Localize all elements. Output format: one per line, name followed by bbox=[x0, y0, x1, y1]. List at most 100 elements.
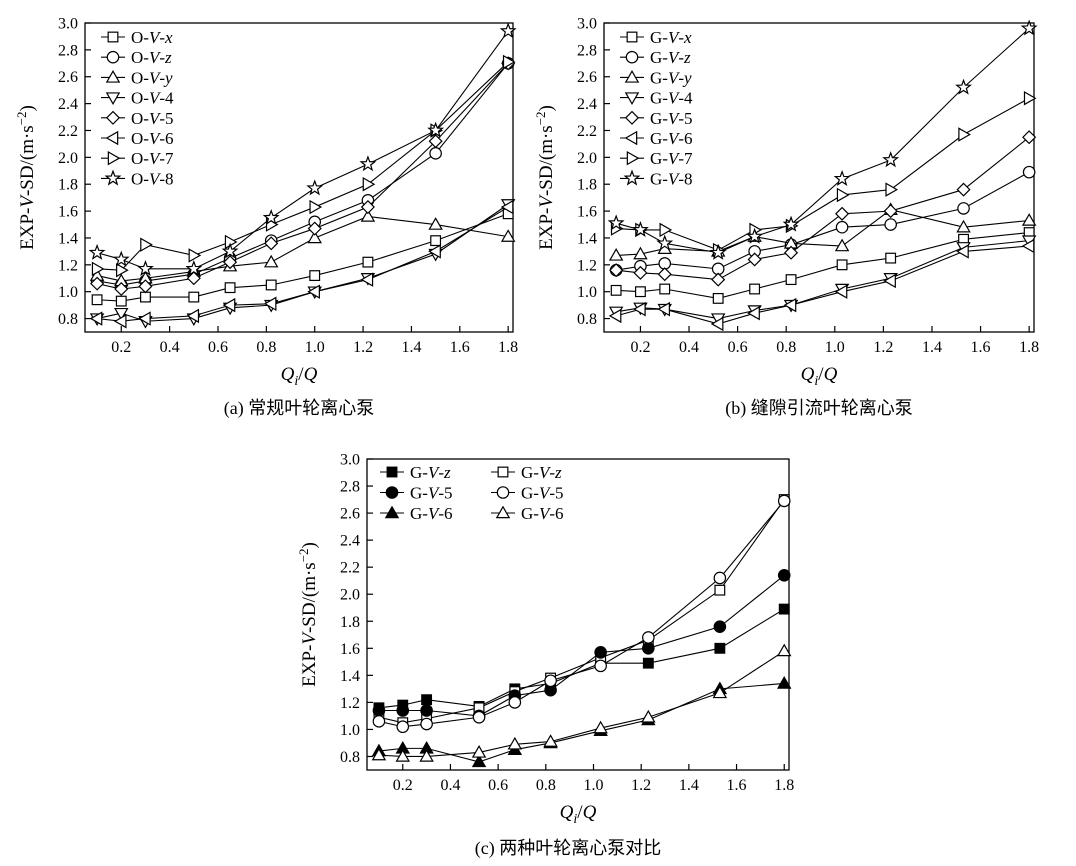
legend-marker bbox=[625, 50, 639, 64]
y-tick-label: 1.0 bbox=[58, 284, 78, 301]
data-point-marker bbox=[371, 747, 387, 761]
data-point-marker bbox=[883, 204, 898, 219]
x-tick-label: 1.6 bbox=[971, 339, 991, 356]
data-point-marker bbox=[956, 219, 971, 233]
data-point-marker bbox=[633, 246, 648, 260]
x-tick-label: 0.2 bbox=[111, 339, 131, 356]
y-tick-label: 2.8 bbox=[340, 479, 360, 496]
x-tick-label: 1.8 bbox=[498, 339, 518, 356]
y-tick-label: 1.4 bbox=[340, 668, 360, 685]
data-point-marker bbox=[834, 238, 850, 252]
data-point-marker bbox=[607, 214, 625, 231]
legend-label: G-V-z bbox=[521, 463, 562, 482]
data-point-marker bbox=[641, 709, 656, 723]
series-o-v-6 bbox=[89, 199, 514, 329]
series-g-v-5-filled bbox=[372, 568, 791, 723]
data-point-marker bbox=[712, 292, 724, 304]
series-o-v-4 bbox=[89, 199, 516, 329]
legend-label-prefix: O- bbox=[131, 129, 149, 148]
legend-marker bbox=[106, 50, 120, 64]
series-line bbox=[97, 213, 509, 302]
series-o-v-5 bbox=[90, 56, 516, 297]
series-o-v-7 bbox=[91, 54, 516, 278]
data-point-marker bbox=[508, 696, 522, 709]
data-point-marker bbox=[88, 243, 106, 260]
data-point-marker bbox=[428, 244, 441, 259]
legend-label-prefix: O- bbox=[131, 28, 149, 47]
chart-panel-a: 0.2 0.4 0.6 0.8 1.0 1.2 1.4 1.6 1.8 0.8 1.0 1.2 1.4 1… bbox=[14, 16, 518, 420]
legend-label: G-V-z bbox=[410, 463, 451, 482]
series-line bbox=[97, 206, 509, 322]
data-point-marker bbox=[499, 22, 517, 39]
series-line bbox=[616, 97, 1030, 251]
legend-label-prefix: O- bbox=[131, 68, 149, 87]
data-point-marker bbox=[186, 271, 201, 286]
x-tick-label: 0.8 bbox=[776, 339, 796, 356]
y-tick-label: 2.2 bbox=[58, 123, 78, 140]
legend-label-prefix: G- bbox=[410, 484, 428, 503]
y-tick-label: 1.6 bbox=[340, 641, 360, 658]
data-point-marker bbox=[224, 282, 236, 294]
x-tick-label: 1.0 bbox=[305, 339, 325, 356]
data-point-marker bbox=[657, 301, 670, 317]
data-point-marker bbox=[223, 255, 238, 270]
series-g-v-6-open bbox=[371, 643, 792, 762]
data-point-marker bbox=[834, 284, 848, 299]
y-tick-label: 1.2 bbox=[58, 257, 78, 274]
series-line bbox=[378, 499, 785, 724]
y-tick-label: 2.4 bbox=[577, 96, 597, 113]
series-line bbox=[97, 61, 509, 271]
y-tick-label: 0.8 bbox=[340, 749, 360, 766]
y-tick-label: 2.6 bbox=[340, 506, 360, 523]
x-tick-label: 1.2 bbox=[631, 777, 651, 794]
legend-label-prefix: O- bbox=[131, 149, 149, 168]
legend-marker bbox=[386, 466, 398, 478]
series-g-v-8 bbox=[607, 19, 1038, 260]
data-point-marker bbox=[116, 262, 129, 278]
data-point-marker bbox=[633, 265, 648, 280]
y-tick-label: 0.8 bbox=[58, 311, 78, 328]
legend-label: G-V-4 bbox=[650, 89, 693, 108]
legend-marker bbox=[107, 150, 121, 166]
y-axis-label: EXP-V-SD/(m·s−2) bbox=[296, 542, 320, 687]
legend-label: O-V-6 bbox=[131, 129, 174, 148]
y-tick-label: 1.4 bbox=[577, 230, 597, 247]
legend-label: O-V-4 bbox=[131, 89, 174, 108]
legend-label: O-V-8 bbox=[131, 169, 174, 188]
x-tick-label: 0.6 bbox=[728, 339, 748, 356]
data-point-marker bbox=[362, 256, 374, 268]
legend-label-prefix: G- bbox=[650, 48, 668, 67]
data-point-marker bbox=[712, 685, 728, 699]
y-tick-label: 1.6 bbox=[577, 204, 597, 221]
data-point-marker bbox=[140, 291, 151, 303]
data-point-marker bbox=[221, 242, 239, 259]
legend-label: G-V-z bbox=[650, 48, 691, 67]
data-point-marker bbox=[262, 208, 280, 225]
data-point-marker bbox=[420, 717, 433, 731]
x-tick-label: 0.6 bbox=[488, 777, 508, 794]
legend-label: G-V-5 bbox=[521, 484, 564, 503]
series-g-v-y bbox=[608, 202, 1037, 261]
y-tick-label: 1.4 bbox=[58, 230, 78, 247]
x-tick-label: 1.8 bbox=[1019, 339, 1039, 356]
y-tick-label: 3.0 bbox=[58, 16, 78, 33]
data-point-marker bbox=[186, 308, 200, 324]
data-point-marker bbox=[1022, 130, 1037, 145]
data-point-marker bbox=[115, 295, 127, 307]
data-point-marker bbox=[882, 151, 900, 168]
legend-label: O-V-5 bbox=[131, 109, 174, 128]
x-axis-label: Qi/Q bbox=[801, 364, 838, 389]
data-point-marker bbox=[746, 227, 764, 244]
data-point-marker bbox=[885, 252, 897, 264]
data-point-marker bbox=[138, 279, 153, 294]
legend-marker bbox=[104, 169, 122, 186]
series-line bbox=[378, 650, 785, 758]
legend-marker bbox=[496, 486, 510, 499]
y-tick-label: 3.0 bbox=[577, 16, 597, 33]
legend-label-prefix: O- bbox=[131, 109, 149, 128]
y-tick-label: 1.2 bbox=[577, 257, 597, 274]
series-line bbox=[616, 136, 1030, 281]
chart-panel-b: 0.2 0.4 0.6 0.8 1.0 1.2 1.4 1.6 1.8 0.8 1.0 1.2 1.4 1… bbox=[533, 16, 1039, 420]
y-tick-label: 2.2 bbox=[577, 123, 597, 140]
